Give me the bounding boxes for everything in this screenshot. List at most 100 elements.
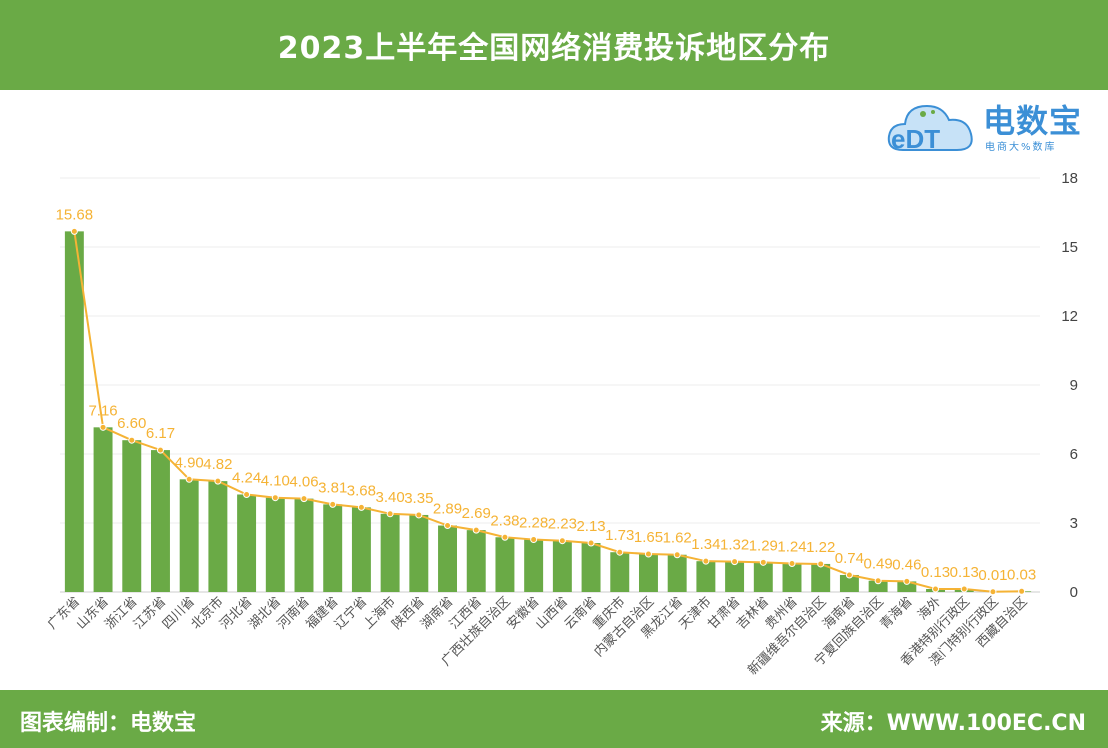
footer-bar: 图表编制：电数宝 来源：WWW.100EC.CN: [0, 690, 1108, 748]
line-point: [989, 588, 997, 596]
value-label: 1.32: [720, 537, 749, 554]
value-label: 1.65: [634, 529, 663, 546]
line-point: [817, 560, 825, 568]
line-point: [644, 550, 652, 558]
line-point: [386, 510, 394, 518]
line-point: [788, 559, 796, 567]
value-label: 0.49: [864, 556, 893, 573]
line-point: [874, 577, 882, 585]
value-label: 2.89: [433, 501, 462, 518]
y-tick-label: 18: [1061, 170, 1078, 187]
line-point: [300, 495, 308, 503]
bars: [64, 231, 1032, 593]
y-tick-label: 3: [1070, 515, 1078, 532]
value-label: 0.13: [950, 564, 979, 581]
line-point: [960, 585, 968, 593]
line-point: [415, 511, 423, 519]
header-bar: 2023上半年全国网络消费投诉地区分布: [0, 0, 1108, 90]
value-label: 4.90: [175, 454, 204, 471]
bar: [897, 581, 917, 592]
bar: [179, 479, 199, 592]
bar: [753, 562, 773, 592]
value-label: 7.16: [88, 402, 117, 419]
bar: [782, 563, 802, 592]
value-label: 1.29: [749, 537, 778, 554]
bar: [868, 580, 888, 592]
line-point: [70, 227, 78, 235]
y-axis-ticks: 0 3 6 9 12 15 18: [1061, 170, 1078, 601]
bar: [438, 525, 458, 592]
bar-line-chart: 0 3 6 9 12 15 18 15.68 7.166.606.174.90 4.824.24…: [45, 170, 1078, 679]
value-label: 4.82: [203, 456, 232, 473]
value-label: 1.24: [777, 538, 806, 555]
line-point: [903, 577, 911, 585]
value-label: 2.69: [462, 505, 491, 522]
bar: [839, 574, 859, 592]
trend-line: [70, 227, 1026, 596]
value-label: 3.81: [318, 479, 347, 496]
value-label: 0.13: [921, 564, 950, 581]
value-label: 0.74: [835, 550, 864, 567]
bar: [150, 450, 170, 592]
bar: [294, 498, 314, 592]
value-label: 2.38: [490, 512, 519, 529]
line-point: [702, 557, 710, 565]
value-label: 6.60: [117, 415, 146, 432]
y-tick-label: 12: [1061, 308, 1078, 325]
bar: [581, 543, 601, 592]
value-label: 1.34: [691, 536, 720, 553]
bar: [237, 494, 257, 592]
page-title: 2023上半年全国网络消费投诉地区分布: [277, 31, 831, 66]
bar: [93, 427, 113, 592]
line-point: [214, 477, 222, 485]
logo-subtitle: 电商大%数库: [985, 142, 1057, 153]
bar: [524, 539, 544, 592]
value-label: 3.68: [347, 482, 376, 499]
value-label: 0.03: [1007, 566, 1036, 583]
line-point: [243, 490, 251, 498]
line-point: [444, 522, 452, 530]
line-point: [472, 526, 480, 534]
logo: eDT 电数宝 电商大%数库: [883, 92, 1098, 162]
value-label: 2.28: [519, 515, 548, 532]
cloud-logo-icon: eDT: [887, 104, 973, 154]
value-label: 6.17: [146, 425, 175, 442]
trend-line-path: [73, 231, 1022, 593]
line-point: [329, 500, 337, 508]
line-point: [731, 558, 739, 566]
line-point: [501, 533, 509, 541]
value-label: 0.01: [978, 567, 1007, 584]
bar: [380, 513, 400, 592]
value-label: 4.06: [289, 474, 318, 491]
bar: [725, 561, 745, 592]
line-point: [759, 558, 767, 566]
footer-credit: 图表编制：电数宝: [20, 711, 197, 736]
bar: [265, 497, 285, 592]
bar: [638, 554, 658, 592]
bar: [667, 554, 687, 592]
bar: [122, 440, 142, 592]
y-tick-label: 0: [1070, 584, 1078, 601]
bar: [696, 561, 716, 592]
bar: [64, 231, 84, 593]
logo-brand: 电数宝: [983, 102, 1083, 140]
value-label: 4.10: [261, 473, 290, 490]
bar: [495, 537, 515, 592]
value-label: 0.46: [892, 556, 921, 573]
line-point: [845, 571, 853, 579]
footer-source: 来源：WWW.100EC.CN: [820, 711, 1086, 736]
line-point: [185, 475, 193, 483]
value-label: 1.73: [605, 527, 634, 544]
value-label: 2.13: [576, 518, 605, 535]
x-axis-labels: 广东省山东省浙江省江苏省四川省北京市河北省湖北省河南省福建省辽宁省上海市陕西省湖…: [45, 594, 1030, 679]
line-point: [156, 446, 164, 454]
line-point: [932, 585, 940, 593]
line-point: [1018, 587, 1026, 595]
line-point: [530, 536, 538, 544]
bar: [208, 481, 228, 592]
value-label: 1.62: [663, 530, 692, 547]
bar: [466, 530, 486, 592]
y-tick-label: 15: [1061, 239, 1078, 256]
value-label: 4.24: [232, 469, 261, 486]
value-label: 1.22: [806, 539, 835, 556]
